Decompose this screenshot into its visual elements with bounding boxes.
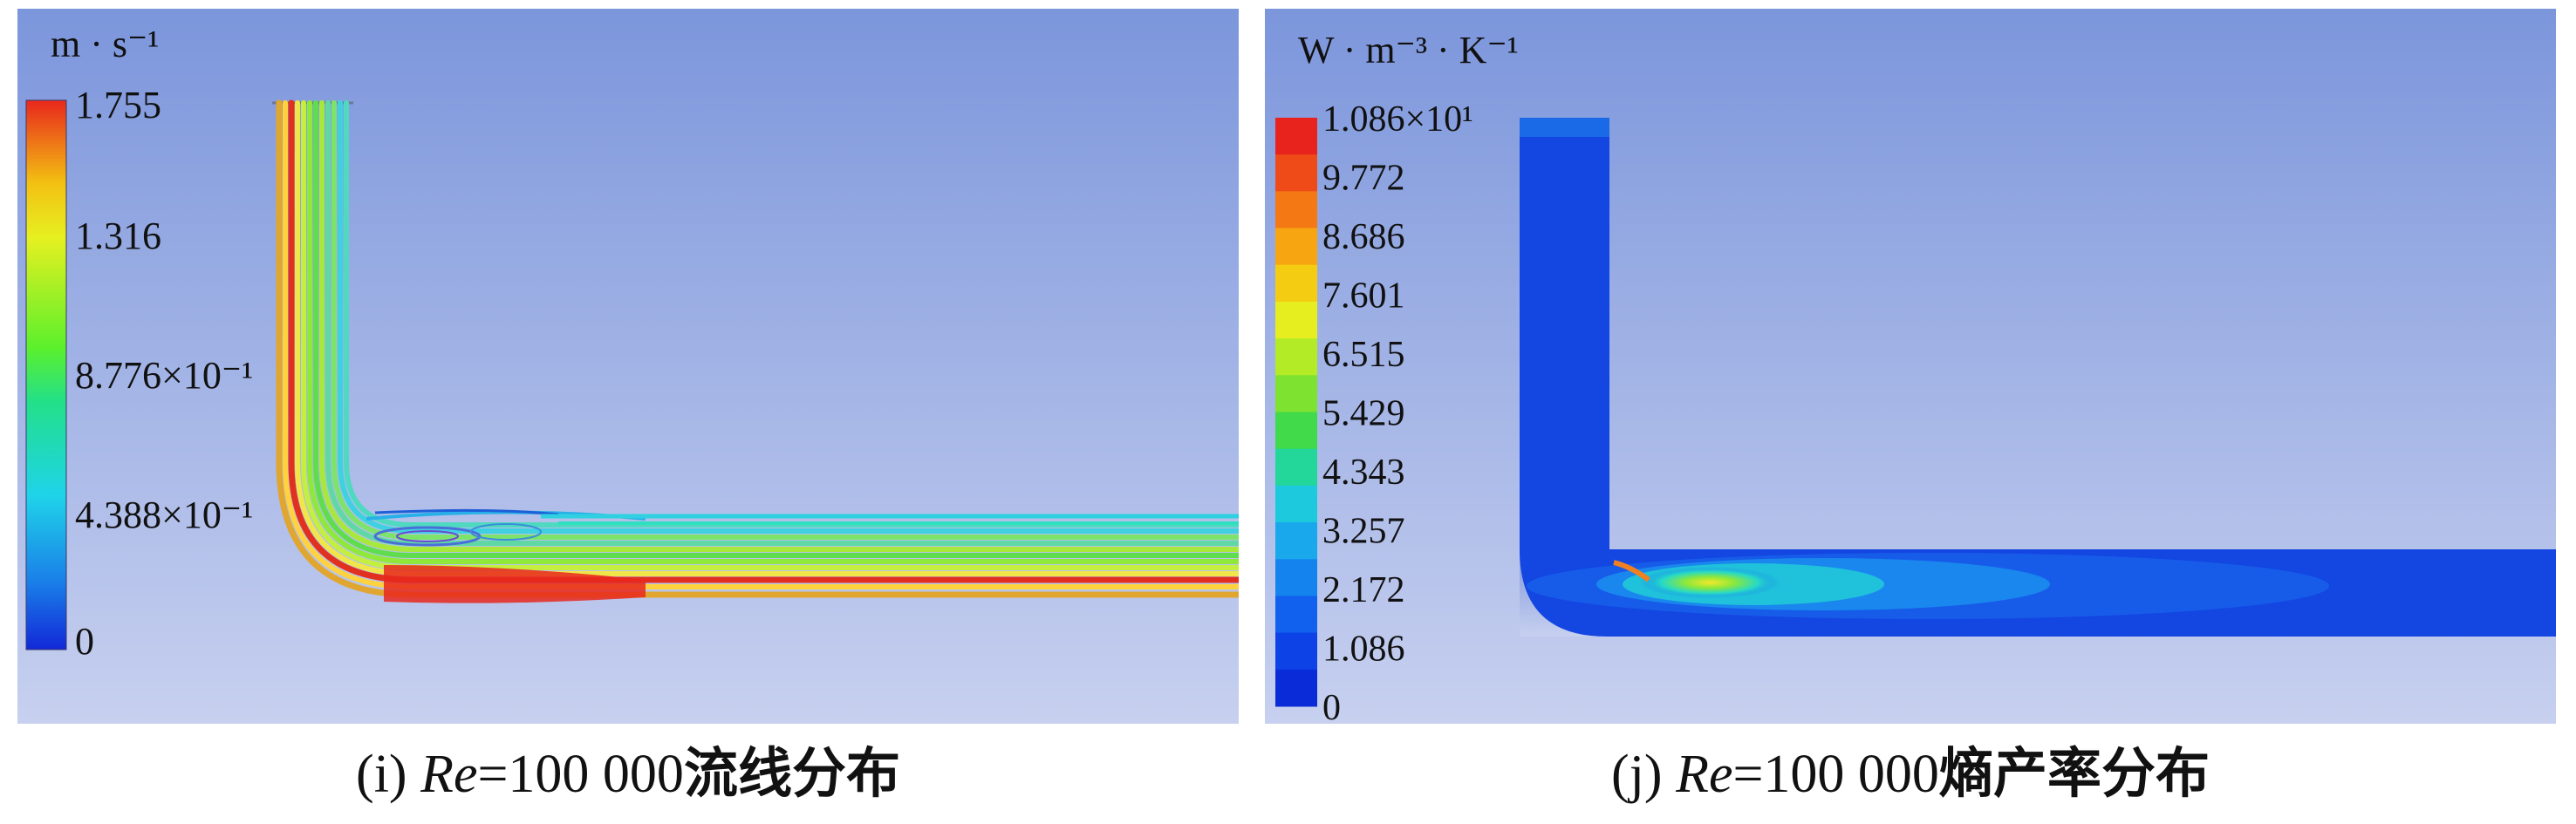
figure-i-caption: (i) Re=100 000流线分布 xyxy=(17,734,1239,813)
colorbar-band xyxy=(1275,338,1317,376)
colorbar-label: 7.601 xyxy=(1322,276,1405,317)
caption-prefix: (i) xyxy=(356,745,421,804)
streamline-plot: m · s⁻¹ 1.755 1.316 8.776×10⁻¹ 4.388×10⁻… xyxy=(17,9,1239,724)
colorbar-label-1: 1.316 xyxy=(75,215,161,257)
entropy-contour-plot: W · m⁻³ · K⁻¹ 1.086×10¹ 9.772 8.686 7.601 6.… xyxy=(1265,9,2556,724)
recirculation-zone xyxy=(366,508,1239,547)
colorbar-label: 4.343 xyxy=(1322,453,1405,493)
colorbar-band xyxy=(1275,264,1317,303)
figure-i-streamline-panel: m · s⁻¹ 1.755 1.316 8.776×10⁻¹ 4.388×10⁻… xyxy=(17,9,1239,724)
colorbar-label: 1.086 xyxy=(1322,630,1405,670)
caption-value: =100 000 xyxy=(1732,745,1939,804)
figure-j-entropy-panel: W · m⁻³ · K⁻¹ 1.086×10¹ 9.772 8.686 7.601 6.… xyxy=(1265,9,2556,724)
colorbar-label: 9.772 xyxy=(1322,159,1405,199)
colorbar-band xyxy=(1275,118,1317,155)
caption-title: 熵产率分布 xyxy=(1938,741,2210,805)
colorbar-band xyxy=(1275,596,1317,634)
colorbar-band xyxy=(1275,191,1317,229)
colorbar-label: 3.257 xyxy=(1322,512,1405,552)
colorbar-band xyxy=(1275,375,1317,412)
colorbar xyxy=(1275,118,1317,707)
colorbar-unit: W · m⁻³ · K⁻¹ xyxy=(1298,29,1519,72)
colorbar-band xyxy=(1275,448,1317,487)
caption-title: 流线分布 xyxy=(683,741,900,805)
colorbar-band xyxy=(1275,522,1317,560)
colorbar-band xyxy=(1275,669,1317,707)
colorbar-label-3: 4.388×10⁻¹ xyxy=(75,494,253,536)
colorbar-label: 2.172 xyxy=(1322,570,1405,610)
colorbar-labels: 1.086×10¹ 9.772 8.686 7.601 6.515 5.429 4.343 3… xyxy=(1322,99,1473,724)
colorbar-band xyxy=(1275,632,1317,671)
colorbar-label: 1.086×10¹ xyxy=(1322,99,1473,140)
plot-background xyxy=(17,9,1239,724)
colorbar-unit: m · s⁻¹ xyxy=(51,23,159,65)
colorbar-band xyxy=(1275,154,1317,192)
colorbar-label: 6.515 xyxy=(1322,335,1405,375)
figure-j-caption: (j) Re=100 000熵产率分布 xyxy=(1265,734,2556,813)
colorbar-label-max: 1.755 xyxy=(75,84,161,126)
colorbar-label: 8.686 xyxy=(1322,217,1405,257)
colorbar-band xyxy=(1275,301,1317,339)
colorbar xyxy=(25,99,67,650)
pipe-domain xyxy=(1520,118,2556,637)
colorbar-band xyxy=(1275,559,1317,596)
colorbar-band xyxy=(1275,228,1317,266)
colorbar-label-min: 0 xyxy=(75,620,94,663)
colorbar-label-2: 8.776×10⁻¹ xyxy=(75,354,253,397)
colorbar-band xyxy=(1275,412,1317,450)
caption-re-symbol: Re xyxy=(1676,745,1733,804)
caption-value: =100 000 xyxy=(477,745,684,804)
high-velocity-region xyxy=(384,565,646,603)
caption-re-symbol: Re xyxy=(420,745,478,804)
colorbar-band xyxy=(1275,485,1317,523)
colorbar-label: 0 xyxy=(1322,688,1341,724)
colorbar-label: 5.429 xyxy=(1322,394,1405,434)
caption-prefix: (j) xyxy=(1611,745,1677,804)
